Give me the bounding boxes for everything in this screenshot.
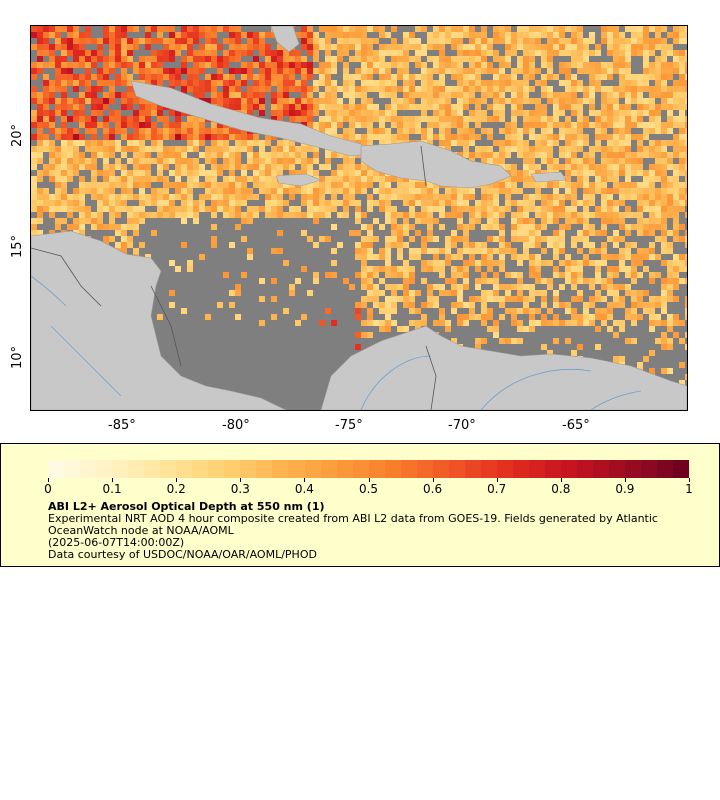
colorbar-segment [432,460,449,478]
country-border [31,247,102,307]
river-line [360,355,432,410]
land-mass [360,140,512,189]
colorbar-segment [48,460,65,478]
colorbar-segment [416,460,433,478]
colorbar-tick [48,478,49,482]
colorbar-tick-label: 0.8 [551,482,571,496]
colorbar-segment [400,460,417,478]
river-line [50,325,122,397]
colorbar-segment [577,460,594,478]
colorbar-segment [609,460,626,478]
colorbar-segment [272,460,289,478]
colorbar-tick [432,478,434,482]
colorbar-tick [624,478,626,482]
colorbar-segment [561,460,578,478]
colorbar-tick [112,478,114,482]
land-mass [320,325,687,410]
colorbar-segment [448,460,465,478]
colorbar-segment [80,460,97,478]
colorbar-tick-label: 0.9 [615,482,635,496]
lon-tick-label: -85° [108,418,136,433]
colorbar-tick-label: 0.3 [230,482,250,496]
colorbar-segment [192,460,209,478]
colorbar-segment [64,460,81,478]
colorbar-tick-label: 0.7 [487,482,507,496]
colorbar-segment [368,460,385,478]
country-border [150,285,182,367]
colorbar-tick [240,478,242,482]
colorbar-segment [384,460,401,478]
land-mass [530,171,567,183]
colorbar-tick [560,478,562,482]
colorbar-tick [496,478,498,482]
colorbar-segment [256,460,273,478]
colorbar-segment [112,460,129,478]
lon-tick-label: -80° [222,418,250,433]
legend-credit: Data courtesy of USDOC/NOAA/OAR/AOML/PHO… [48,548,317,561]
colorbar-segment [176,460,193,478]
lon-tick-label: -70° [448,418,476,433]
colorbar-segment [320,460,337,478]
aod-map [30,25,688,411]
colorbar-segment [480,460,497,478]
colorbar-segment [288,460,305,478]
colorbar-segment [641,460,658,478]
colorbar-tick-label: 0.2 [166,482,186,496]
colorbar-segment [336,460,353,478]
colorbar-tick [304,478,306,482]
lat-tick-label: 20° [10,123,26,148]
colorbar-segment [512,460,529,478]
colorbar-tick-label: 0.5 [358,482,379,496]
colorbar-segment [464,460,481,478]
colorbar-segment [593,460,610,478]
colorbar-tick-label: 1 [685,482,693,496]
lat-tick-label: 15° [10,234,26,259]
land-mass [275,173,322,187]
river-line [590,390,642,410]
lon-tick-label: -65° [562,418,590,433]
country-border [420,145,427,187]
legend-description-line1: Experimental NRT AOD 4 hour composite cr… [48,512,658,525]
river-line [480,368,592,410]
colorbar-segment [224,460,241,478]
colorbar-segment [208,460,225,478]
colorbar-segment [528,460,545,478]
legend-timestamp: (2025-06-07T14:00:00Z) [48,536,185,549]
colorbar-tick-label: 0.1 [102,482,122,496]
colorbar-segment [496,460,513,478]
colorbar-segment [128,460,145,478]
legend-text: ABI L2+ Aerosol Optical Depth at 550 nm … [48,501,698,561]
colorbar-tick [176,478,178,482]
aod-map-image [31,26,687,410]
land-mass [270,26,300,53]
colorbar-tick-label: 0.4 [294,482,314,496]
country-border [425,345,437,410]
colorbar-segment [625,460,642,478]
legend-description-line2: OceanWatch node at NOAA/AOML [48,524,234,537]
colorbar-segment [144,460,161,478]
land-mass [31,230,287,410]
colorbar-tick [368,478,370,482]
colorbar-segment [96,460,113,478]
legend-panel: ABI L2+ Aerosol Optical Depth at 550 nm … [0,443,720,567]
colorbar-segment [160,460,177,478]
lat-tick-label: 10° [10,345,26,370]
colorbar-segment [304,460,321,478]
lon-tick-label: -75° [335,418,363,433]
aod-colorbar [48,460,690,478]
colorbar-segment [240,460,257,478]
colorbar-tick-label: 0.6 [423,482,443,496]
legend-title: ABI L2+ Aerosol Optical Depth at 550 nm … [48,500,325,513]
colorbar-tick-label: 0 [44,482,52,496]
colorbar-segment [657,460,674,478]
colorbar-tick [689,478,690,482]
river-line [31,275,67,307]
colorbar-segment [673,460,690,478]
colorbar-segment [352,460,369,478]
colorbar-segment [544,460,561,478]
